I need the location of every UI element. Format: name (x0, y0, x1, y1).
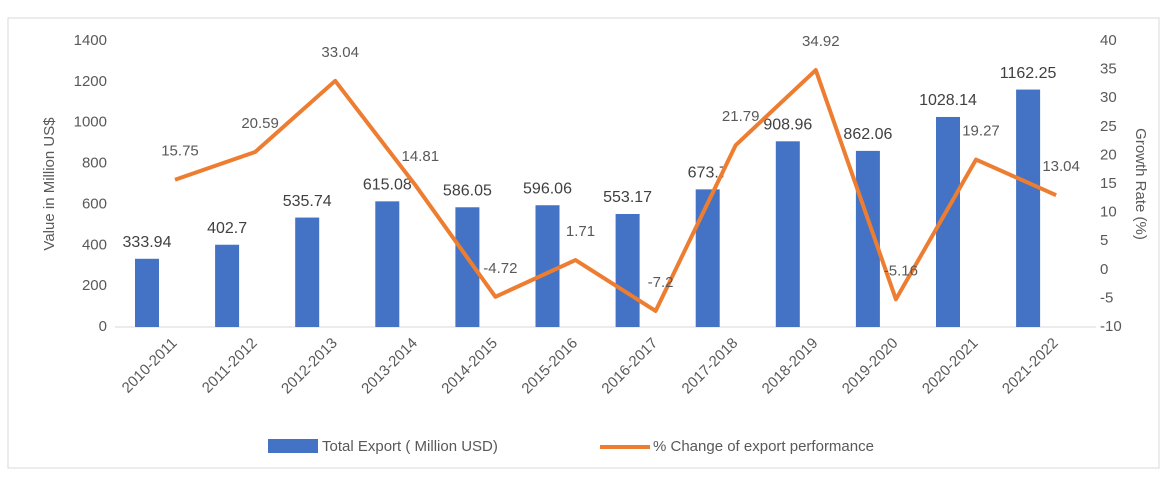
y2-tick-label: 25 (1100, 118, 1117, 135)
y2-tick-label: 40 (1100, 32, 1117, 49)
bar (375, 201, 400, 327)
bar (695, 189, 720, 327)
y-tick-label: 400 (82, 236, 107, 253)
line-label: 19.27 (962, 123, 1000, 140)
y2-axis-title: Growth Rate (%) (1132, 128, 1149, 240)
line-label: 1.71 (566, 223, 595, 240)
legend-label: Total Export ( Million USD) (322, 438, 498, 455)
bar-label: 1028.14 (919, 92, 977, 109)
bar-label: 535.74 (283, 193, 332, 210)
line-label: 33.04 (321, 44, 359, 61)
y2-tick-label: -10 (1100, 318, 1122, 335)
bar-label: 402.7 (207, 220, 247, 237)
line-label: -5.16 (884, 262, 918, 279)
y2-tick-label: -5 (1100, 289, 1113, 306)
bar (615, 213, 640, 327)
y2-tick-label: 30 (1100, 89, 1117, 106)
line-label: 13.04 (1042, 158, 1080, 175)
line-label: -4.72 (483, 260, 517, 277)
y2-tick-label: 35 (1100, 61, 1117, 78)
bar (135, 258, 159, 327)
bar-label: 673.7 (688, 165, 728, 182)
bar (1016, 89, 1041, 327)
y2-tick-label: 15 (1100, 175, 1117, 192)
line-label: 14.81 (402, 148, 440, 165)
line-label: 15.75 (161, 143, 199, 160)
bar (295, 217, 320, 327)
y-axis-title: Value in Million US$ (41, 117, 58, 251)
bar (775, 141, 800, 327)
bar-label: 908.96 (763, 117, 812, 134)
bar-label: 862.06 (843, 126, 892, 143)
y2-tick-label: 20 (1100, 146, 1117, 163)
y-tick-label: 1400 (74, 32, 107, 49)
legend-label: % Change of export performance (653, 438, 874, 455)
y-tick-label: 200 (82, 277, 107, 294)
line-label: 21.79 (722, 108, 760, 125)
y-tick-label: 600 (82, 195, 107, 212)
line-series (174, 68, 1057, 313)
y-tick-label: 800 (82, 155, 107, 172)
chart-frame (7, 17, 1160, 469)
bar-label: 586.05 (443, 182, 492, 199)
line-label: 34.92 (802, 33, 840, 50)
line-label: -7.2 (648, 274, 674, 291)
bar-label: 553.17 (603, 189, 652, 206)
bar (535, 205, 560, 327)
bar-label: 596.06 (523, 180, 572, 197)
bar (215, 244, 240, 327)
legend-swatch (268, 439, 318, 453)
line-label: 20.59 (241, 115, 279, 132)
y2-tick-label: 0 (1100, 261, 1108, 278)
y2-tick-label: 10 (1100, 204, 1117, 221)
y-tick-label: 1200 (74, 73, 107, 90)
y2-tick-label: 5 (1100, 232, 1108, 249)
bar-label: 333.94 (123, 234, 172, 251)
bar-label: 1162.25 (1000, 65, 1057, 82)
bar-label: 615.08 (363, 177, 412, 194)
y-tick-label: 0 (99, 318, 107, 335)
y-tick-label: 1000 (74, 114, 107, 131)
